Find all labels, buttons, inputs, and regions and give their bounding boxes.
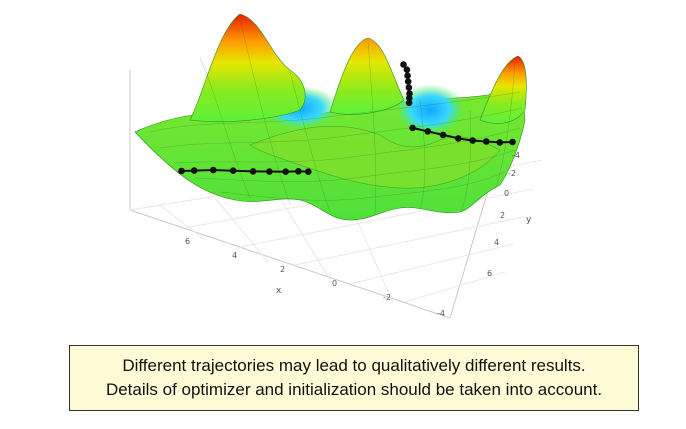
trajectory-point xyxy=(405,99,413,107)
trajectory-point xyxy=(266,168,273,175)
surface-plot: 6 4 2 0 -2 -4 x -4 -2 0 2 4 6 y xyxy=(129,13,544,319)
trajectory-point xyxy=(424,128,432,135)
trajectory-point xyxy=(496,139,504,146)
trajectory-point xyxy=(455,135,462,142)
surface-mesh xyxy=(149,19,523,216)
trajectory-point xyxy=(209,166,217,174)
x-axis: 6 4 2 0 -2 -4 x xyxy=(185,237,445,318)
trajectory-point xyxy=(469,137,477,144)
x-floor-edge xyxy=(129,209,451,319)
trajectory-point xyxy=(400,61,407,68)
trajectory-point xyxy=(190,167,198,174)
trajectories xyxy=(178,61,516,175)
surface xyxy=(134,13,527,221)
peak-middle xyxy=(329,37,405,115)
valley-right xyxy=(394,84,466,136)
x-tick-label: 6 xyxy=(185,237,190,246)
y-tick-label: 2 xyxy=(500,211,505,220)
caption-box: Different trajectories may lead to quali… xyxy=(69,345,639,411)
trajectory-point xyxy=(404,78,412,85)
x-tick-label: -2 xyxy=(383,293,391,302)
trajectory-point xyxy=(439,131,447,139)
y-tick-label: -2 xyxy=(508,169,516,178)
trajectory-point xyxy=(406,90,413,97)
trajectory-point xyxy=(229,167,237,174)
trajectory-point xyxy=(178,167,185,175)
trajectory-point xyxy=(406,94,413,102)
x-tick-label: 0 xyxy=(332,279,337,288)
peak-left xyxy=(189,13,306,122)
trajectory-point xyxy=(405,84,413,91)
y-axis: -4 -2 0 2 4 6 y xyxy=(487,151,532,278)
y-tick-label: 4 xyxy=(494,238,499,247)
trajectory-point xyxy=(509,138,516,146)
trajectory-point xyxy=(403,66,411,73)
y-axis-label: y xyxy=(526,215,532,225)
trajectory-point xyxy=(249,168,257,175)
caption-line-2: Details of optimizer and initialization … xyxy=(105,380,603,399)
x-axis-label: x xyxy=(276,286,282,296)
x-tick-label: 4 xyxy=(232,251,237,260)
trajectory-point xyxy=(282,168,289,175)
trajectory-point xyxy=(305,168,312,175)
x-tick-label: 2 xyxy=(280,265,285,274)
caption-line-1: Different trajectories may lead to quali… xyxy=(122,356,586,375)
y-tick-label: 6 xyxy=(487,269,492,278)
y-tick-label: 0 xyxy=(504,189,509,198)
trajectory-point xyxy=(295,168,302,175)
ridge-front xyxy=(249,126,501,189)
y-tick-label: -4 xyxy=(512,151,520,160)
trajectory-point xyxy=(404,72,411,79)
trajectory-point xyxy=(482,138,490,145)
peak-right xyxy=(479,55,527,124)
trajectory-point xyxy=(409,124,416,132)
x-tick-label: -4 xyxy=(437,309,445,318)
